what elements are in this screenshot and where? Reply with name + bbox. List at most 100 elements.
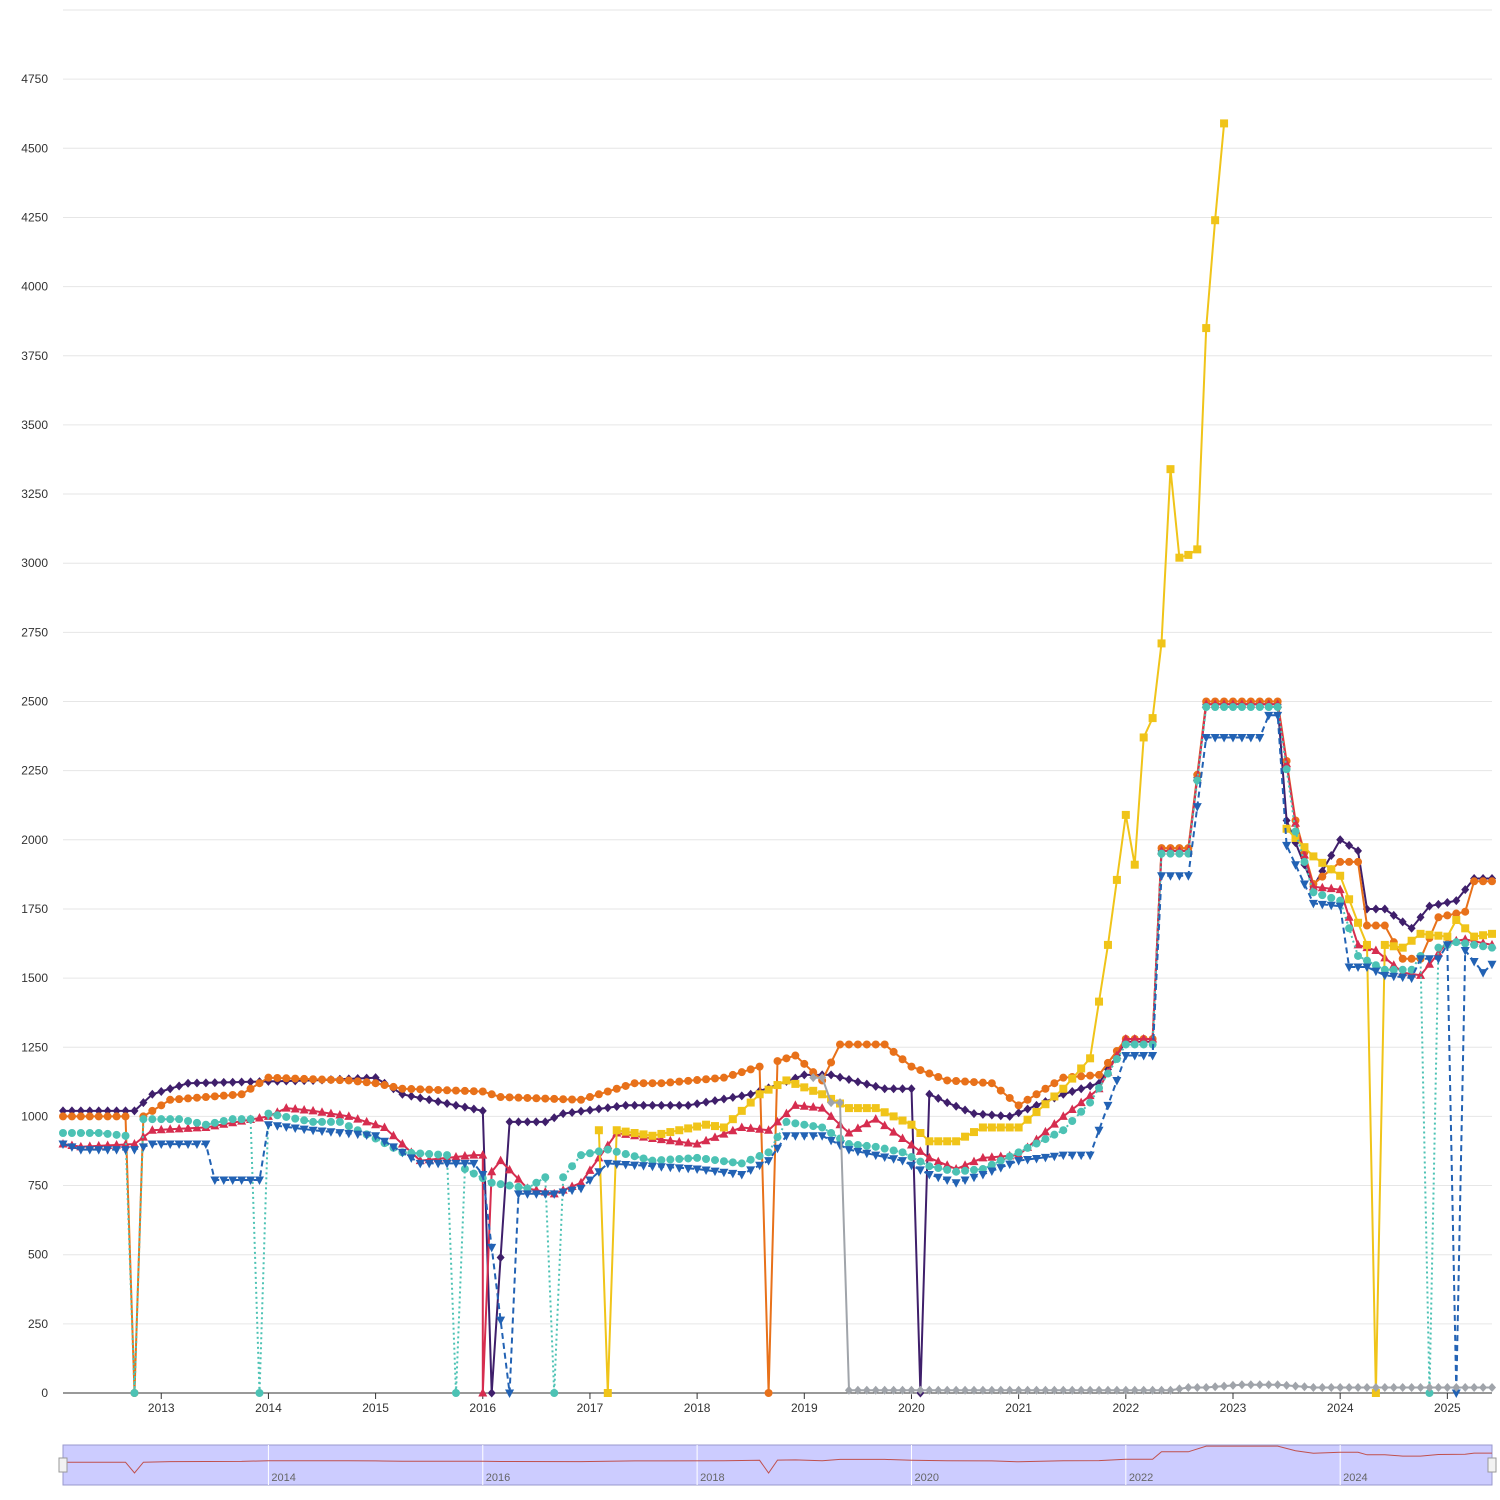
data-point xyxy=(871,1142,880,1151)
data-point xyxy=(728,1070,737,1079)
data-point xyxy=(443,1086,452,1095)
data-point xyxy=(237,1176,247,1186)
y-tick-label: 2250 xyxy=(21,764,48,778)
y-tick-label: 250 xyxy=(28,1317,48,1331)
data-point xyxy=(192,1093,201,1102)
data-point xyxy=(1371,921,1380,930)
data-point xyxy=(184,1078,193,1088)
data-point xyxy=(666,1128,675,1137)
data-point xyxy=(103,1112,112,1121)
data-point xyxy=(559,1173,568,1182)
data-point xyxy=(836,1072,845,1082)
data-point xyxy=(1264,711,1274,721)
data-point xyxy=(1291,827,1300,836)
data-point xyxy=(924,1170,934,1180)
data-point xyxy=(541,1173,550,1182)
data-point xyxy=(1157,872,1167,881)
data-point xyxy=(728,1115,737,1124)
data-point xyxy=(469,1104,478,1114)
data-point xyxy=(1014,1148,1023,1157)
data-point xyxy=(978,1109,987,1119)
data-point xyxy=(1461,907,1470,916)
grid-lines xyxy=(63,9,1492,1325)
data-point xyxy=(1380,904,1389,914)
data-point xyxy=(1193,776,1202,785)
data-point xyxy=(398,1084,407,1093)
data-point xyxy=(603,1103,612,1113)
data-point xyxy=(674,1136,684,1146)
data-point xyxy=(326,1075,335,1084)
data-point xyxy=(1130,860,1139,869)
data-point xyxy=(836,1134,845,1143)
data-point xyxy=(1362,963,1372,973)
data-point xyxy=(371,1132,381,1141)
data-point xyxy=(960,1160,970,1169)
plot-area xyxy=(58,119,1497,1398)
data-point xyxy=(183,1140,193,1150)
data-point xyxy=(728,1169,738,1179)
data-point xyxy=(568,1162,577,1171)
data-point xyxy=(1327,1382,1336,1392)
data-point xyxy=(648,1156,657,1165)
data-point xyxy=(790,1132,800,1141)
data-point xyxy=(103,1146,113,1155)
data-point xyxy=(550,1113,559,1123)
data-point xyxy=(496,1252,505,1262)
series-group xyxy=(59,697,1496,1397)
data-point xyxy=(362,1131,372,1140)
data-point xyxy=(237,1077,246,1087)
data-point xyxy=(371,1079,380,1088)
data-point xyxy=(746,1155,755,1164)
range-navigator[interactable]: 2014 2016 2018 2020 2022 2024 xyxy=(58,1444,1497,1486)
data-point xyxy=(282,1112,291,1121)
data-point xyxy=(808,1102,818,1111)
data-point xyxy=(1040,1153,1050,1163)
data-point xyxy=(496,1155,506,1165)
data-point xyxy=(121,1131,130,1140)
navigator-handle[interactable] xyxy=(58,1457,68,1473)
data-point xyxy=(309,1075,318,1084)
data-point xyxy=(1067,1151,1077,1161)
data-point xyxy=(951,1179,961,1188)
data-point xyxy=(1237,703,1246,712)
navigator-handle[interactable] xyxy=(1487,1457,1497,1473)
data-point xyxy=(665,1135,675,1145)
data-point xyxy=(1452,896,1461,906)
data-point xyxy=(1380,965,1389,974)
data-point xyxy=(505,1117,514,1127)
data-point xyxy=(1433,948,1443,957)
data-point xyxy=(925,1385,934,1395)
data-point xyxy=(496,1180,505,1189)
data-point xyxy=(1121,1385,1130,1395)
data-point xyxy=(1246,733,1256,743)
x-tick-label: 2016 xyxy=(469,1401,496,1415)
data-point xyxy=(594,1104,603,1114)
data-point xyxy=(397,1148,407,1158)
data-point xyxy=(282,1074,291,1083)
data-point xyxy=(371,1119,381,1129)
data-point xyxy=(496,1093,505,1102)
data-point xyxy=(1166,849,1175,858)
data-point xyxy=(192,1118,201,1127)
data-point xyxy=(1362,1382,1371,1392)
data-point xyxy=(907,1084,916,1094)
data-point xyxy=(1095,997,1104,1006)
data-point xyxy=(469,1169,478,1178)
data-point xyxy=(943,1076,952,1085)
data-point xyxy=(1220,703,1229,712)
data-point xyxy=(764,1125,774,1134)
data-point xyxy=(818,1090,827,1099)
data-point xyxy=(139,1115,148,1124)
data-point xyxy=(844,1075,853,1085)
data-point xyxy=(1175,849,1184,858)
data-point xyxy=(764,1157,774,1166)
data-point xyxy=(1049,1152,1059,1162)
data-point xyxy=(996,1156,1005,1165)
data-point xyxy=(434,1097,443,1107)
data-point xyxy=(978,1385,987,1395)
data-point xyxy=(1095,1084,1104,1093)
data-point xyxy=(1461,939,1470,948)
data-point xyxy=(1139,1052,1149,1061)
data-point xyxy=(549,1190,559,1199)
data-point xyxy=(639,1154,648,1163)
